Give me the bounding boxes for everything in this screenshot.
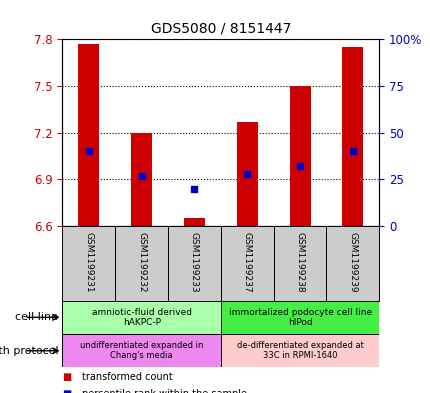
Bar: [78, 44, 99, 226]
Text: cell line: cell line: [15, 312, 58, 322]
Title: GDS5080 / 8151447: GDS5080 / 8151447: [150, 21, 290, 35]
Bar: [62, 301, 221, 334]
Text: ■: ■: [62, 389, 71, 393]
Text: percentile rank within the sample: percentile rank within the sample: [82, 389, 246, 393]
Text: undifferentiated expanded in
Chang's media: undifferentiated expanded in Chang's med…: [80, 341, 203, 360]
Text: amniotic-fluid derived
hAKPC-P: amniotic-fluid derived hAKPC-P: [92, 308, 191, 327]
Text: transformed count: transformed count: [82, 372, 172, 382]
Text: GSM1199239: GSM1199239: [347, 232, 356, 292]
Bar: [221, 301, 378, 334]
Bar: [62, 334, 221, 367]
Bar: [131, 132, 152, 226]
Bar: [62, 226, 115, 301]
Text: growth protocol: growth protocol: [0, 346, 58, 356]
Text: immortalized podocyte cell line
hIPod: immortalized podocyte cell line hIPod: [228, 308, 371, 327]
Bar: [221, 334, 378, 367]
Bar: [168, 226, 221, 301]
Bar: [289, 86, 310, 226]
Text: GSM1199233: GSM1199233: [190, 232, 199, 292]
Text: GSM1199238: GSM1199238: [295, 232, 304, 292]
Bar: [184, 218, 205, 226]
Bar: [115, 226, 168, 301]
Text: GSM1199237: GSM1199237: [242, 232, 251, 292]
Text: de-differentiated expanded at
33C in RPMI-1640: de-differentiated expanded at 33C in RPM…: [236, 341, 362, 360]
Bar: [326, 226, 378, 301]
Text: ■: ■: [62, 372, 71, 382]
Bar: [236, 122, 257, 226]
Bar: [221, 226, 273, 301]
Bar: [273, 226, 326, 301]
Text: GSM1199232: GSM1199232: [137, 232, 146, 292]
Bar: [341, 47, 362, 226]
Text: GSM1199231: GSM1199231: [84, 232, 93, 292]
